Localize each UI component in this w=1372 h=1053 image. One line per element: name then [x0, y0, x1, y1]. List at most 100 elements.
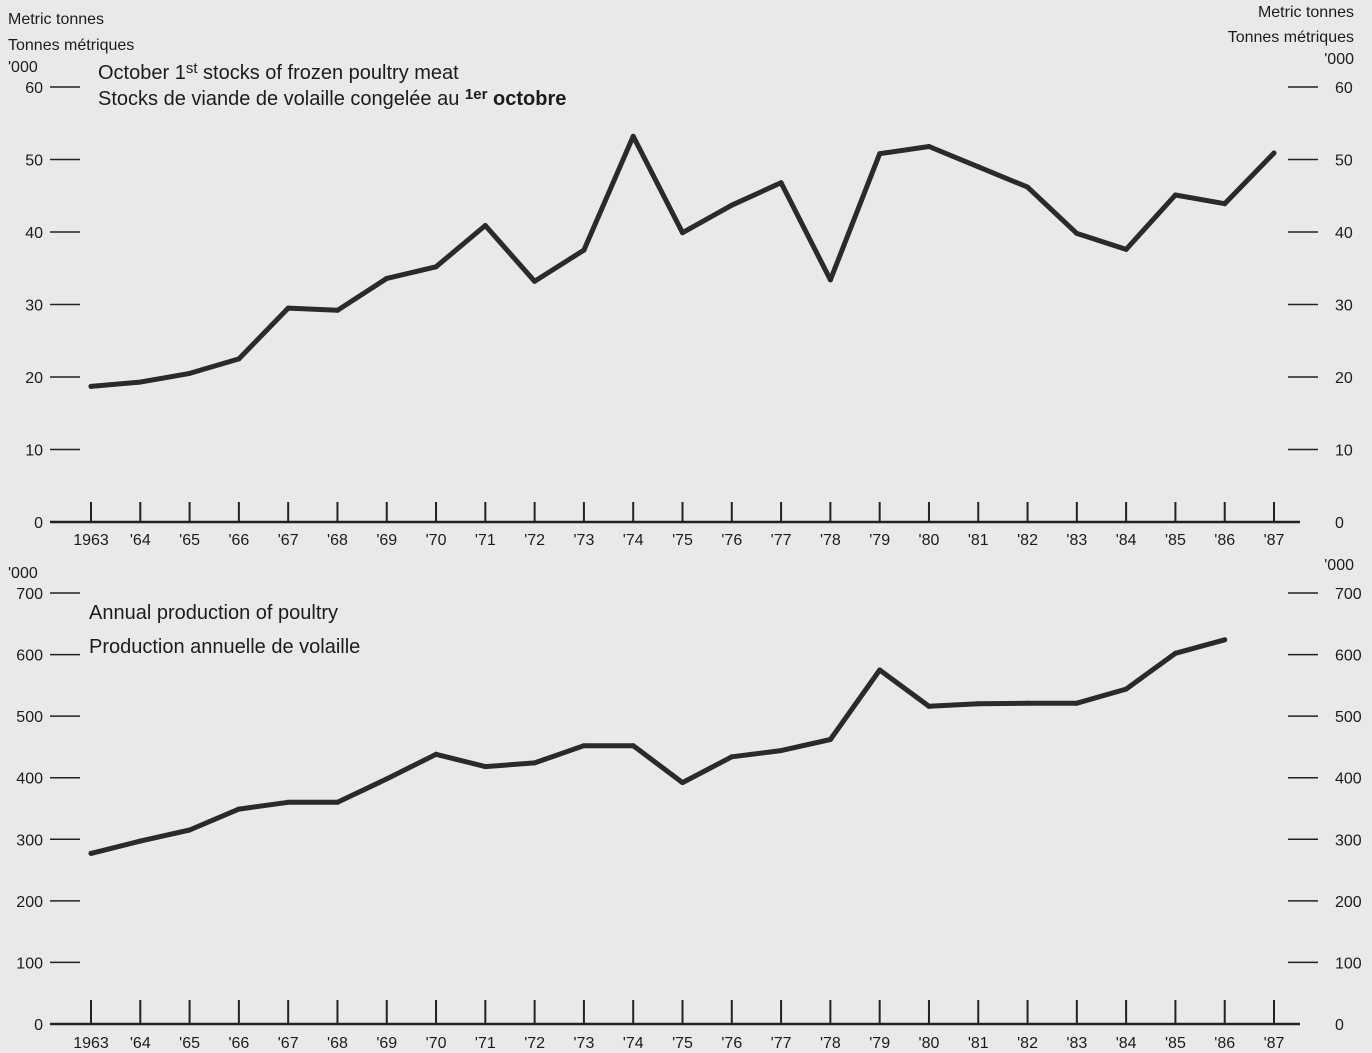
- x-tick-label: '78: [820, 532, 841, 549]
- x-tick-label: '65: [179, 1035, 200, 1052]
- production-data-point: [827, 737, 833, 742]
- x-tick-label: '75: [672, 532, 693, 549]
- production-data-point: [975, 701, 981, 707]
- stocks-data-point: [975, 164, 981, 170]
- stocks-data-point: [1074, 230, 1080, 236]
- production-data-point: [877, 667, 883, 673]
- x-tick-label: '82: [1017, 532, 1038, 549]
- top-title-en-a: October 1: [98, 62, 186, 84]
- top-title-fr-b: octobre: [487, 88, 566, 110]
- top-chart-title-en: October 1st stocks of frozen poultry mea…: [98, 60, 459, 84]
- y-tick-label-left: 400: [16, 771, 43, 788]
- top-title-fr-sup: 1er: [465, 86, 488, 103]
- production-data-point: [532, 760, 538, 766]
- x-tick-label: '73: [573, 532, 594, 549]
- top-title-fr-a: Stocks de viande de volaille congelée au: [98, 88, 465, 110]
- stocks-data-point: [137, 379, 143, 385]
- y-tick-label-right: 200: [1335, 894, 1362, 911]
- x-tick-label: '67: [278, 1035, 299, 1052]
- x-tick-label: '79: [869, 532, 890, 549]
- production-data-point: [729, 754, 735, 760]
- y-tick-label-right: 50: [1335, 153, 1353, 170]
- stocks-data-point: [1172, 192, 1178, 198]
- production-data-point: [1123, 686, 1129, 692]
- y-tick-label-right: 30: [1335, 298, 1353, 315]
- stocks-data-point: [581, 247, 587, 253]
- x-tick-label: '87: [1264, 1035, 1285, 1052]
- y-tick-label-left: 200: [16, 894, 43, 911]
- stocks-data-point: [532, 278, 538, 284]
- top-title-en-sup: st: [186, 60, 199, 77]
- y-tick-label-right: 10: [1335, 443, 1353, 460]
- x-tick-label: '84: [1116, 532, 1137, 549]
- lines-layer: [88, 133, 1277, 856]
- stocks-data-point: [630, 133, 636, 139]
- y-tick-label-left: 40: [25, 225, 43, 242]
- x-tick-label: '76: [721, 532, 742, 549]
- top-left-unit-en: Metric tonnes: [8, 11, 104, 28]
- x-tick-label: '77: [771, 1035, 792, 1052]
- x-tick-label: '64: [130, 1035, 151, 1052]
- stocks-data-point: [433, 264, 439, 270]
- top-title-en-b: stocks of frozen poultry meat: [198, 62, 460, 84]
- stocks-data-point: [778, 180, 784, 186]
- y-tick-label-right: 60: [1335, 80, 1353, 97]
- x-tick-label: 1963: [73, 532, 109, 549]
- x-tick-label: '78: [820, 1035, 841, 1052]
- y-tick-label-left: 300: [16, 832, 43, 849]
- x-tick-label: '87: [1264, 532, 1285, 549]
- y-tick-label-right: 40: [1335, 225, 1353, 242]
- top-left-unit-fr: Tonnes métriques: [8, 37, 134, 54]
- x-tick-label: 1963: [73, 1035, 109, 1052]
- x-tick-label: '70: [426, 1035, 447, 1052]
- bottom-left-unit-scale: '000: [8, 565, 38, 582]
- stocks-data-point: [187, 370, 193, 376]
- x-tick-label: '70: [426, 532, 447, 549]
- y-tick-label-left: 600: [16, 648, 43, 665]
- x-tick-label: '64: [130, 532, 151, 549]
- x-tick-label: '84: [1116, 1035, 1137, 1052]
- production-data-point: [630, 743, 636, 749]
- y-tick-label-right: 20: [1335, 370, 1353, 387]
- y-tick-label-right: 600: [1335, 648, 1362, 665]
- bottom-right-unit-scale: '000: [1324, 557, 1354, 574]
- production-data-point: [335, 799, 340, 805]
- x-tick-label: '81: [968, 532, 989, 549]
- stocks-data-point: [1123, 246, 1129, 252]
- x-tick-label: '80: [919, 532, 940, 549]
- y-tick-label-left: 20: [25, 370, 43, 387]
- bottom-chart-title-fr: Production annuelle de volaille: [89, 636, 360, 658]
- top-right-unit-scale: '000: [1324, 51, 1354, 68]
- x-tick-label: '72: [524, 1035, 545, 1052]
- x-tick-label: '69: [376, 532, 397, 549]
- x-tick-label: '68: [327, 532, 348, 549]
- y-tick-label-left: 10: [25, 443, 43, 460]
- top-left-unit-scale: '000: [8, 59, 38, 76]
- stocks-data-point: [1025, 184, 1030, 190]
- y-tick-label-left: 700: [16, 586, 43, 603]
- y-tick-label-right: 100: [1335, 955, 1362, 972]
- x-tick-label: '80: [919, 1035, 940, 1052]
- x-tick-label: '74: [623, 1035, 644, 1052]
- production-data-point: [88, 850, 94, 856]
- x-tick-label: '79: [869, 1035, 890, 1052]
- stocks-data-point: [680, 230, 685, 236]
- x-tick-label: '86: [1214, 532, 1235, 549]
- x-tick-label: '85: [1165, 532, 1186, 549]
- production-data-point: [926, 703, 932, 709]
- x-tick-label: '74: [623, 532, 644, 549]
- stocks-data-point: [877, 151, 883, 157]
- x-tick-label: '68: [327, 1035, 348, 1052]
- production-data-point: [285, 799, 291, 805]
- x-tick-label: '83: [1066, 532, 1087, 549]
- top-chart-title-fr: Stocks de viande de volaille congelée au…: [98, 86, 566, 110]
- x-tick-label: '65: [179, 532, 200, 549]
- stocks-data-point: [1222, 201, 1228, 207]
- axes-layer: 1963 '64 '65 '66 '67 '68 '69 '70 '71 '72 '73 '74 '75…: [16, 80, 1362, 1052]
- y-tick-label-left: 0: [34, 1017, 43, 1034]
- production-data-point: [433, 751, 439, 757]
- y-tick-label-left: 0: [34, 515, 43, 532]
- bottom-chart-title-en: Annual production of poultry: [89, 602, 338, 624]
- y-tick-label-left: 60: [25, 80, 43, 97]
